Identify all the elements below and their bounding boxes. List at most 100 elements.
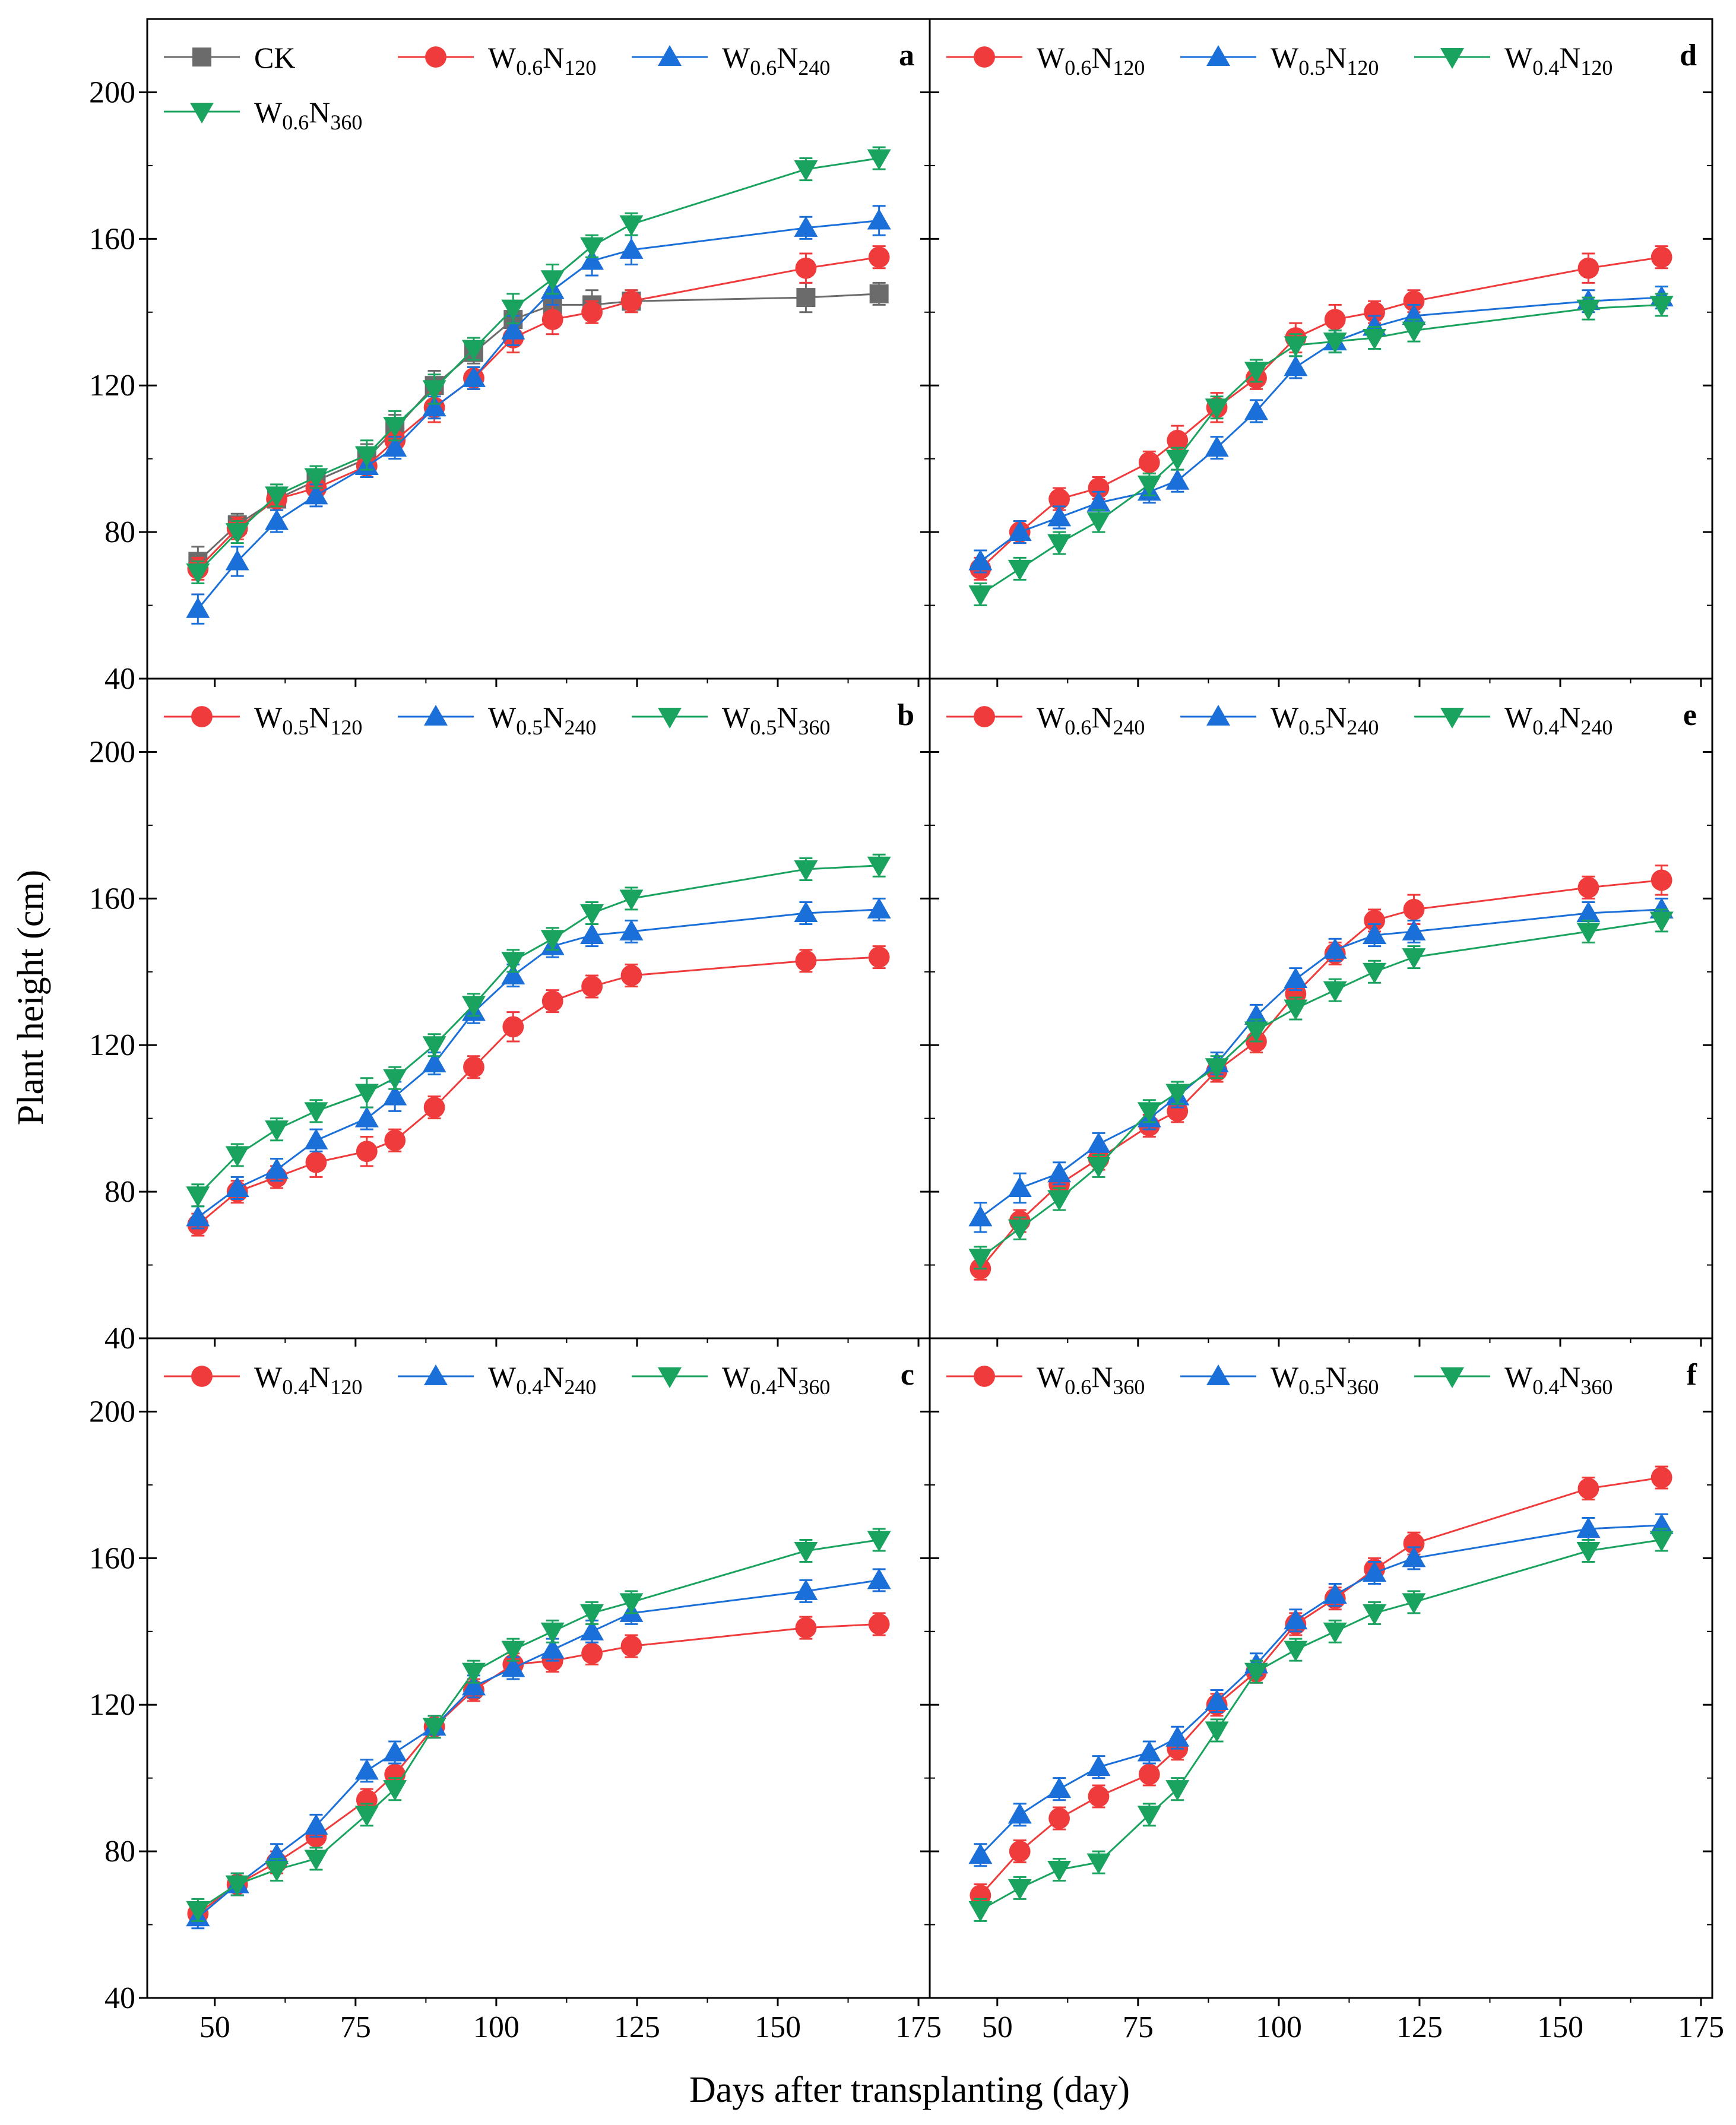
data-point (580, 923, 604, 945)
data-point (619, 237, 644, 259)
data-point (356, 1789, 378, 1811)
data-point (1284, 1608, 1308, 1630)
data-point (383, 1780, 407, 1801)
legend-sub1: 0.5 (516, 715, 543, 739)
legend-main: W (722, 41, 750, 74)
panel-letter: b (897, 698, 914, 732)
legend-sub2: 120 (1347, 56, 1379, 80)
data-point (868, 946, 890, 968)
data-point (620, 965, 642, 986)
data-point (422, 1052, 446, 1073)
legend-marker (424, 1364, 448, 1385)
data-point (1205, 436, 1229, 457)
y-tick-label: 120 (89, 1028, 135, 1062)
x-axis-title: Days after transplanting (day) (689, 2070, 1130, 2110)
data-point (186, 1186, 210, 1208)
legend-sub2: 240 (1580, 715, 1613, 739)
legend: W0.6N120 W0.5N120 W0.4N120 (946, 41, 1613, 80)
data-point (1284, 1641, 1308, 1662)
data-point (501, 952, 525, 973)
data-point (186, 1901, 210, 1922)
data-point (1205, 1689, 1229, 1711)
legend-label: W0.6N240 (722, 41, 830, 80)
data-point (304, 468, 328, 489)
legend-main: CK (254, 41, 295, 74)
panel-d: dW0.6N120 W0.5N120 W0.4N120 (929, 18, 1713, 687)
data-point (1363, 923, 1387, 945)
panel-letter: c (901, 1358, 914, 1392)
data-point (1165, 1725, 1190, 1747)
data-point (501, 299, 525, 321)
legend-sub1: 0.4 (282, 1375, 309, 1399)
legend-marker (425, 46, 446, 68)
y-tick-label: 40 (104, 1322, 135, 1356)
data-point (1402, 948, 1426, 970)
x-tick-label: 150 (755, 2010, 801, 2044)
legend-main: W (1504, 701, 1533, 734)
data-point (304, 1850, 328, 1871)
data-point (1403, 1532, 1425, 1554)
legend-sub1: 0.4 (516, 1375, 543, 1399)
data-point (968, 1205, 993, 1227)
data-point (1244, 1662, 1268, 1684)
data-point (1402, 321, 1426, 343)
data-point (1137, 1102, 1161, 1123)
data-point (1651, 1467, 1672, 1489)
data-point (501, 1656, 525, 1677)
x-tick-label: 100 (1256, 2010, 1302, 2044)
y-tick-label: 200 (89, 1395, 135, 1429)
legend-marker (191, 1366, 213, 1387)
y-tick-label: 200 (89, 735, 135, 769)
data-point (1048, 1807, 1070, 1829)
data-point (794, 860, 818, 881)
legend-sub2: 360 (330, 110, 362, 134)
data-point (968, 1843, 993, 1864)
legend-sub1: 0.6 (1065, 1375, 1091, 1399)
legend-label: W0.4N240 (488, 1360, 596, 1399)
data-point (461, 366, 486, 387)
x-tick-label: 175 (1678, 2010, 1724, 2044)
legend-n: N (543, 701, 564, 734)
data-point (225, 523, 249, 544)
legend-label: W0.5N360 (1271, 1360, 1379, 1399)
y-tick-label: 160 (89, 1541, 135, 1575)
data-point (1323, 1622, 1347, 1643)
legend-main: W (1037, 1360, 1065, 1394)
legend-n: N (1325, 41, 1347, 74)
data-point (794, 1579, 818, 1600)
legend-main: W (1271, 41, 1299, 74)
y-axis-title: Plant height (cm) (11, 870, 51, 1125)
data-point (501, 1641, 525, 1662)
legend-marker (190, 103, 214, 123)
series-W0.4N120 (968, 293, 1674, 607)
legend-sub1: 0.6 (750, 56, 777, 80)
x-tick-label: 50 (982, 2010, 1013, 2044)
data-point (1086, 1853, 1111, 1874)
legend-label: W0.6N120 (488, 41, 596, 80)
data-point (1137, 1806, 1161, 1827)
data-point (541, 309, 563, 331)
legend-sub1: 0.4 (1532, 1375, 1559, 1399)
data-point (1137, 475, 1161, 496)
data-point (1284, 355, 1308, 376)
data-point (796, 288, 816, 308)
x-tick-label: 75 (340, 2010, 371, 2044)
data-point (1651, 869, 1672, 891)
data-point (1047, 1777, 1072, 1798)
legend-label: W0.5N360 (722, 701, 830, 739)
data-point (265, 1860, 289, 1882)
data-point (619, 215, 644, 236)
data-point (225, 1875, 249, 1896)
legend-main: W (1271, 701, 1299, 734)
data-point (422, 1036, 446, 1057)
data-point (225, 549, 249, 571)
data-point (383, 1084, 407, 1106)
data-point (186, 563, 210, 585)
y-tick-label: 40 (104, 662, 135, 696)
legend-marker (974, 706, 995, 727)
data-point (225, 1146, 249, 1167)
data-point (1323, 981, 1347, 1002)
